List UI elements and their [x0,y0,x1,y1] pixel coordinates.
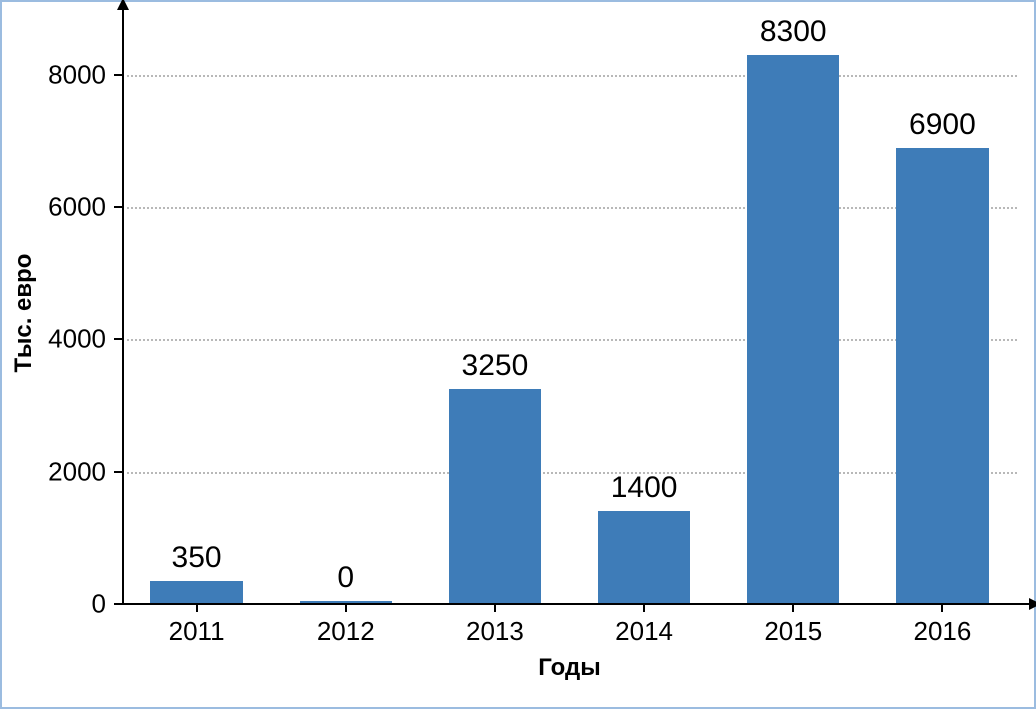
y-tick-label: 0 [92,589,106,620]
y-tick-label: 6000 [48,192,106,223]
bar [449,389,541,604]
x-tick [345,604,347,612]
bar [896,148,988,604]
plot-area: 35003250140083006900 [122,22,1017,604]
x-tick [196,604,198,612]
y-tick-label: 4000 [48,324,106,355]
x-tick-label: 2013 [466,616,524,647]
x-axis-arrow [1029,598,1036,610]
x-tick [643,604,645,612]
y-tick [114,471,122,473]
y-tick-label: 8000 [48,59,106,90]
y-tick [114,206,122,208]
x-tick-label: 2016 [913,616,971,647]
chart-frame: 350 0 3250 1400 8300 6900 Тыс. евро Годы 0 200… [0,0,1036,709]
y-tick-label: 2000 [48,456,106,487]
x-tick-label: 2011 [169,616,225,647]
bar-value-label: 0 [337,561,354,595]
grid-line [122,339,1017,341]
bar-value-label: 8300 [760,15,827,49]
bar-value-label: 1400 [611,471,678,505]
bar [598,511,690,604]
x-tick [941,604,943,612]
x-tick [792,604,794,612]
grid-line [122,472,1017,474]
x-axis [122,603,1031,605]
y-tick [114,74,122,76]
x-tick [494,604,496,612]
y-axis-arrow [117,0,129,10]
x-axis-label: Годы [538,654,600,682]
y-tick [114,603,122,605]
bar-value-label: 6900 [909,108,976,142]
grid-line [122,75,1017,77]
bar-value-label: 350 [172,541,222,575]
y-axis-label: Тыс. евро [10,254,38,373]
bar-value-label: 3250 [462,349,529,383]
bar [747,55,839,604]
x-tick-label: 2014 [615,616,673,647]
x-tick-label: 2012 [317,616,375,647]
x-tick-label: 2015 [764,616,822,647]
y-axis [122,8,124,604]
grid-line [122,207,1017,209]
y-tick [114,338,122,340]
bar [150,581,242,604]
